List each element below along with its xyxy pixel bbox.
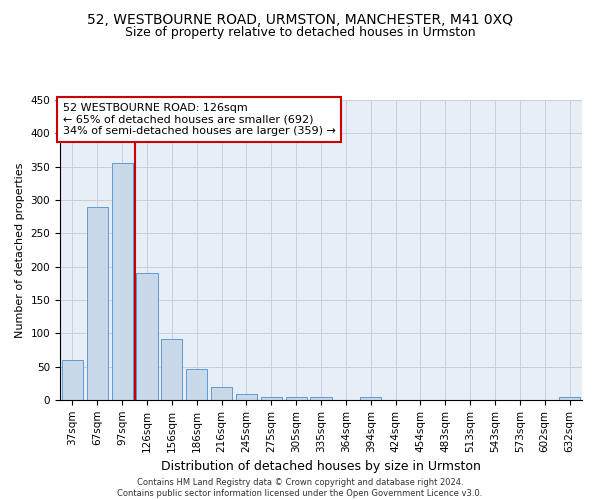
Bar (87, 206, 108, 400)
Bar (211, 386, 232, 400)
Bar (360, 396, 381, 400)
Text: 52 WESTBOURNE ROAD: 126sqm
← 65% of detached houses are smaller (692)
34% of sem: 52 WESTBOURNE ROAD: 126sqm ← 65% of deta… (62, 103, 335, 136)
Bar (261, 396, 282, 400)
Bar (236, 394, 257, 400)
Text: Contains HM Land Registry data © Crown copyright and database right 2024.
Contai: Contains HM Land Registry data © Crown c… (118, 478, 482, 498)
Text: Size of property relative to detached houses in Urmston: Size of property relative to detached ho… (125, 26, 475, 39)
Y-axis label: Number of detached properties: Number of detached properties (15, 162, 25, 338)
Text: 52, WESTBOURNE ROAD, URMSTON, MANCHESTER, M41 0XQ: 52, WESTBOURNE ROAD, URMSTON, MANCHESTER… (87, 12, 513, 26)
Bar (136, 274, 158, 400)
Bar (186, 368, 207, 400)
Bar (559, 396, 580, 400)
Bar (286, 396, 307, 400)
Bar (161, 338, 182, 400)
Bar (310, 396, 332, 400)
X-axis label: Distribution of detached houses by size in Urmston: Distribution of detached houses by size … (161, 460, 481, 473)
Bar (62, 360, 83, 400)
Bar (112, 164, 133, 400)
